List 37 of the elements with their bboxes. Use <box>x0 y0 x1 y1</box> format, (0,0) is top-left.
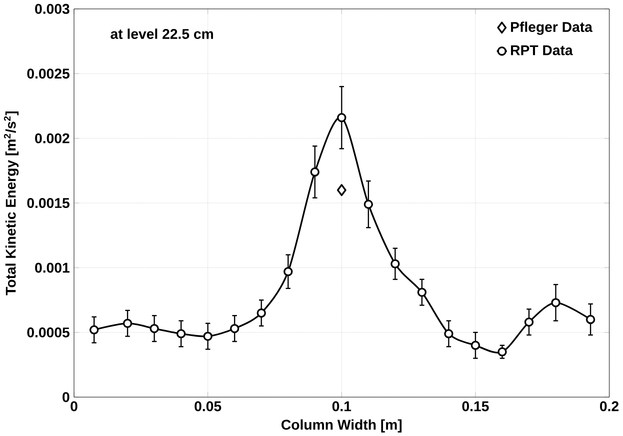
point <box>551 298 560 308</box>
y-tick-label: 0.0025 <box>27 68 70 78</box>
legend-label: Pfleger Data <box>511 21 593 35</box>
x-axis-title: Column Width [m] <box>282 419 402 432</box>
point <box>337 112 346 122</box>
x-tick-label: 0.1 <box>332 401 352 412</box>
point <box>498 347 507 356</box>
point <box>122 318 132 328</box>
y-tick-label: 0.0005 <box>27 327 70 338</box>
x-tick-label: 0.2 <box>600 401 619 412</box>
y-tick-label: 0.0015 <box>27 198 70 208</box>
y-tick-label: 0.001 <box>35 262 70 273</box>
legend-label: RPT Data <box>511 45 573 56</box>
y-axis-title: Total Kinetic Energy [m$^{2}$/s$^{2}$] <box>4 111 19 296</box>
y-tick-label: 0.002 <box>35 133 70 144</box>
x-tick-label: 0.05 <box>194 401 222 412</box>
point <box>150 324 159 333</box>
point <box>524 317 534 326</box>
point <box>230 324 240 333</box>
x-tick-label: 0 <box>70 401 78 412</box>
point <box>203 332 212 341</box>
point <box>390 259 400 268</box>
point <box>586 314 596 324</box>
point <box>90 325 99 334</box>
point <box>284 266 293 276</box>
x-tick-label: 0.15 <box>462 401 489 412</box>
point <box>364 200 373 209</box>
point <box>444 328 454 338</box>
point <box>176 328 186 338</box>
point <box>470 340 480 350</box>
y-tick-label: 0.003 <box>35 4 70 14</box>
point <box>417 288 427 297</box>
y-tick-label: 0 <box>62 392 70 402</box>
point <box>310 167 320 176</box>
annotation: at level 22.5 cm <box>110 28 213 39</box>
point <box>336 184 346 196</box>
point <box>256 308 266 318</box>
